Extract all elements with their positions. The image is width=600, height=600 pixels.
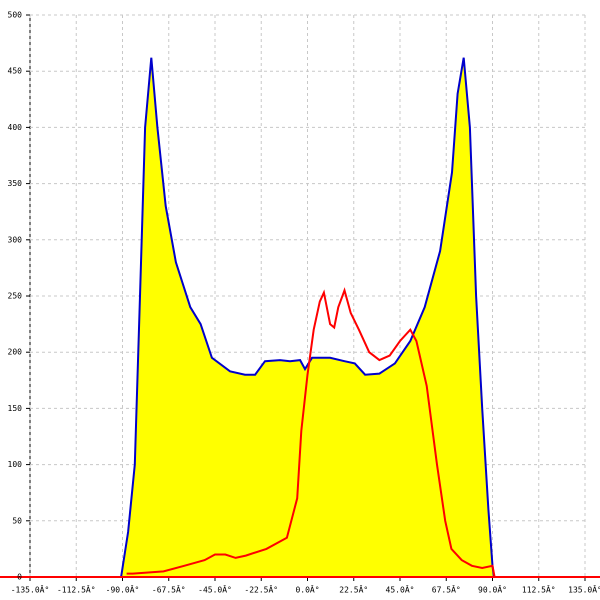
x-tick-label: -112.5Â° <box>57 584 96 595</box>
x-tick-label: 67.5Â° <box>432 584 461 595</box>
x-tick-label: 135.0Â° <box>568 584 600 595</box>
y-tick-label: 150 <box>8 404 23 413</box>
y-tick-label: 250 <box>8 292 23 301</box>
x-tick-label: -22.5Â° <box>244 584 278 595</box>
tick-labels: -135.0Â° -112.5Â° -90.0Â° -67.5Â° -45.0Â° -22… <box>8 11 600 595</box>
plot <box>120 57 496 578</box>
series-line <box>126 287 496 578</box>
y-tick-label: 200 <box>8 348 23 357</box>
y-tick-label: 500 <box>8 11 23 20</box>
x-tick-label: 112.5Â° <box>522 584 556 595</box>
y-tick-label: 350 <box>8 179 23 188</box>
area <box>121 57 494 577</box>
x-tick-label: 45.0Â° <box>386 584 415 595</box>
y-tick-label: 100 <box>8 460 23 469</box>
x-tick-label: -67.5Â° <box>152 584 186 595</box>
x-tick-label: 22.5Â° <box>339 584 368 595</box>
x-tick-label: -45.0Â° <box>198 584 232 595</box>
y-tick-label: 300 <box>8 235 23 244</box>
x-tick-label: 0.0Â° <box>295 584 319 595</box>
y-tick-label: 400 <box>8 123 23 132</box>
y-tick-label: 450 <box>8 67 23 76</box>
x-tick-label: -135.0Â° <box>11 584 50 595</box>
y-tick-label: 50 <box>12 516 22 525</box>
series-line <box>120 57 495 578</box>
x-tick-label: 90.0Â° <box>478 584 507 595</box>
x-tick-label: -90.0Â° <box>106 584 140 595</box>
y-tick-label: 0 <box>17 573 22 582</box>
